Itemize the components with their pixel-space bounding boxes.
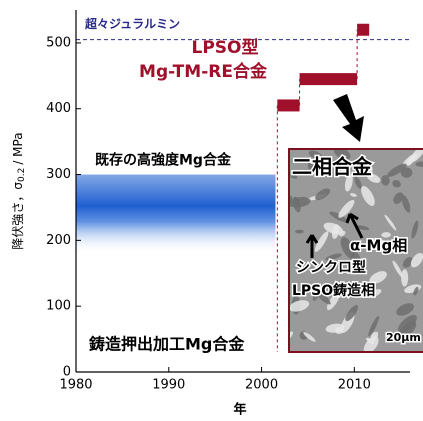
- x-tick-label: 2010: [338, 378, 371, 393]
- step-bar: [300, 73, 358, 85]
- y-tick-label: 400: [46, 101, 71, 116]
- inset-label: LPSO鋳造相: [292, 282, 375, 299]
- x-tick-label: 1980: [59, 378, 92, 393]
- y-tick-label: 500: [46, 35, 71, 50]
- strength-band: [76, 175, 275, 254]
- arrow: [333, 94, 364, 142]
- band-label: 既存の高強度Mg合金: [95, 152, 232, 169]
- inset-label: α-Mg相: [350, 237, 407, 255]
- reference-label: 超々ジュラルミン: [84, 16, 180, 31]
- y-label-sub: 0.2: [17, 168, 27, 182]
- y-tick-label: 300: [46, 167, 71, 182]
- step-bar: [277, 99, 299, 111]
- series-name: LPSO型: [192, 37, 259, 58]
- y-label-unit: / MPa: [11, 132, 25, 164]
- x-tick-label: 2000: [245, 378, 278, 393]
- y-tick-label: 200: [46, 233, 71, 248]
- x-axis-label: 年: [233, 402, 246, 418]
- y-axis-label: 降伏強さ，σ0.2 / MPa: [11, 132, 27, 249]
- chart: 既存の高強度Mg合金 超々ジュラルミン LPSO型 Mg-TM-RE合金二相合金 α-M…: [0, 0, 423, 421]
- inset-label: 20μm: [386, 331, 421, 344]
- process-label: 鋳造押出加工Mg合金: [89, 335, 245, 354]
- step-bar: [357, 24, 369, 36]
- series-name: Mg-TM-RE合金: [139, 61, 268, 82]
- y-tick-label: 100: [46, 299, 71, 314]
- x-tick-label: 1990: [152, 378, 185, 393]
- inset-label: シンクロ型: [296, 259, 366, 276]
- y-label-main: 降伏強さ，σ: [11, 182, 25, 250]
- inset-label: 二相合金: [292, 155, 373, 179]
